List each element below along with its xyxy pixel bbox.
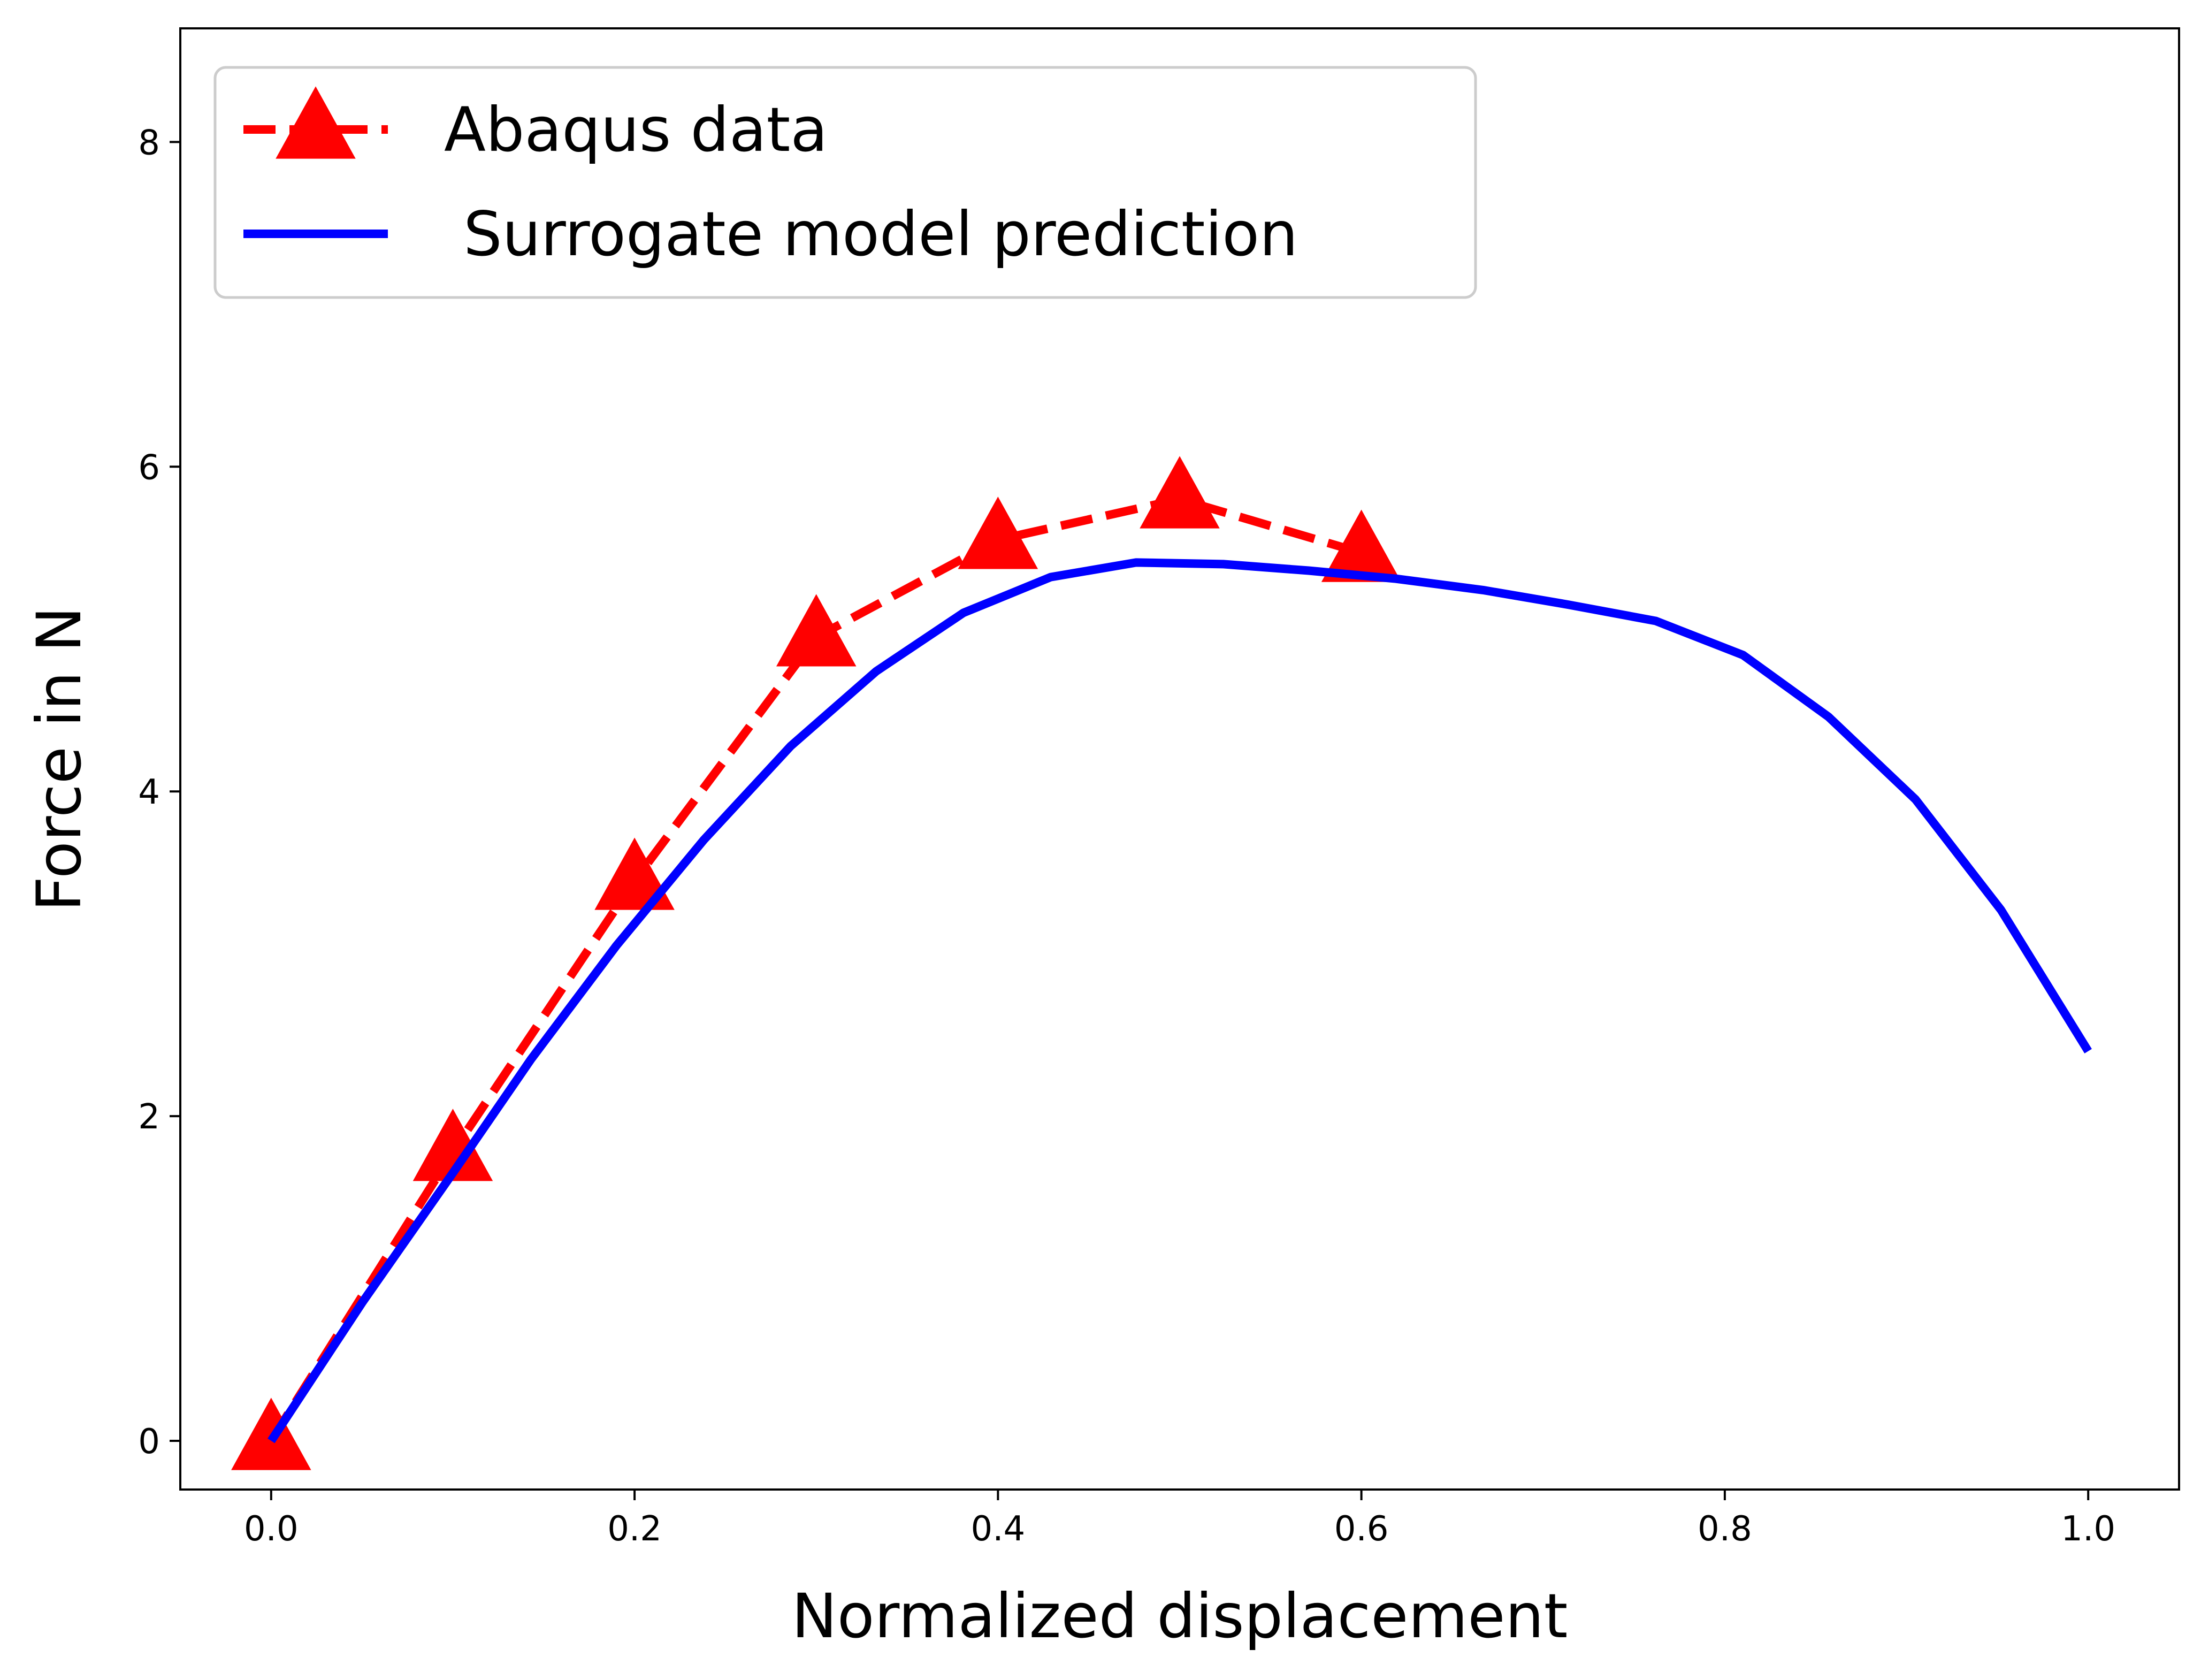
x-tick-label: 1.0 <box>2061 1509 2115 1549</box>
legend-abaqus-data-marker <box>276 86 356 159</box>
x-axis-label: Normalized displacement <box>792 1580 1568 1652</box>
x-tick-label: 0.6 <box>1334 1509 1389 1549</box>
y-tick-label: 4 <box>138 773 160 812</box>
x-tick-label: 0.4 <box>970 1509 1025 1549</box>
axes: 0.0 0.2 0.4 0.6 0.8 1.0 0 2 4 6 8 <box>138 27 2180 1549</box>
y-tick-label: 0 <box>138 1422 160 1462</box>
series-group <box>231 456 2092 1470</box>
legend: Abaqus data Surrogate model prediction <box>213 66 1477 299</box>
x-tick-label: 0.0 <box>244 1509 299 1549</box>
abaqus-data-marker <box>1321 509 1402 582</box>
y-tick-label: 8 <box>138 123 160 163</box>
abaqus-data-marker <box>776 594 857 667</box>
legend-abaqus-data-label: Abaqus data <box>444 94 828 165</box>
abaqus-data-marker <box>412 1109 493 1181</box>
abaqus-data-marker <box>958 497 1038 569</box>
x-tick-label: 0.2 <box>607 1509 662 1549</box>
plot-area <box>231 456 2092 1470</box>
legend-surrogate-model-label: Surrogate model prediction <box>444 198 1298 270</box>
x-tick-label: 0.8 <box>1698 1509 1752 1549</box>
axes-frame <box>179 27 2180 1491</box>
surrogate-model-line <box>268 558 2092 1444</box>
y-tick-label: 2 <box>138 1097 160 1137</box>
legend-box <box>213 66 1477 299</box>
y-tick-label: 6 <box>138 448 160 487</box>
y-axis-label: Force in N <box>24 606 95 911</box>
abaqus-data-marker <box>1140 456 1220 529</box>
abaqus-data-marker <box>594 837 675 910</box>
